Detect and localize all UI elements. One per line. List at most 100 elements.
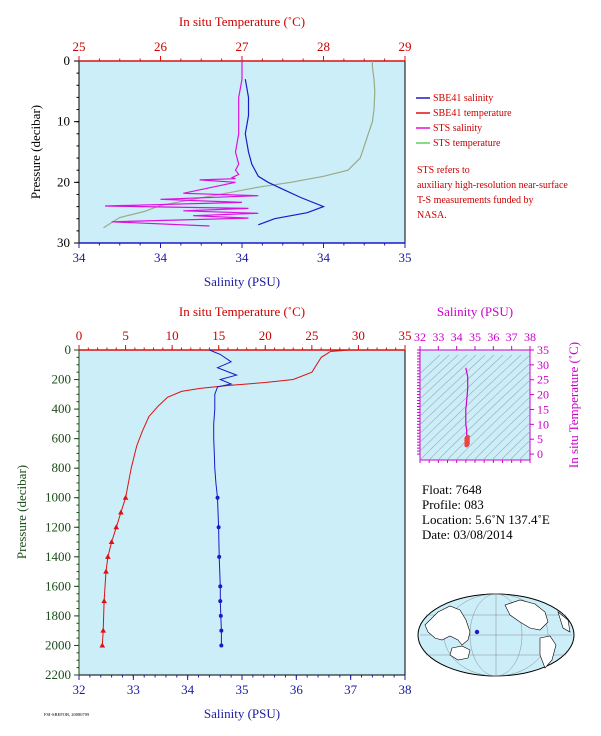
main-series-salinity [209,349,239,646]
location: Location: 5.6˚N 137.4˚E [422,512,550,527]
ts-contour-line [482,413,530,460]
main-temp-tick-label: 10 [166,328,179,343]
top-sal-tick-label: 34 [73,250,87,265]
ts-salinity-axis-title: Salinity (PSU) [437,304,513,319]
top-series-sts-temperature [103,61,376,229]
main-pressure-tick-label: 1200 [45,519,71,534]
top-pressure-tick-label: 30 [57,235,70,250]
main-temp-tick-label: 30 [352,328,365,343]
top-temperature-axis-title: In situ Temperature (˚C) [179,14,305,29]
salinity-marker [219,628,224,633]
main-plot-area [78,349,406,676]
top-temp-tick-label: 25 [73,39,86,54]
legend-label-sbe41-temperature: SBE41 temperature [433,108,512,119]
ts-temperature-axis-title: In situ Temperature (˚C) [566,342,581,468]
salinity-marker [218,584,223,589]
ts-contour-line [473,405,530,460]
ts-sal-tick-label: 33 [432,330,444,344]
main-panel-series [99,349,350,648]
top-sal-tick-label: 34 [317,250,331,265]
ts-temp-tick-label: 15 [537,402,549,416]
top-pressure-tick-label: 20 [57,174,70,189]
sts-note-line-1: STS refers to [417,165,470,176]
main-temp-tick-label: 25 [305,328,318,343]
legend-label-sts-temperature: STS temperature [433,138,501,149]
main-pressure-tick-label: 800 [52,460,72,475]
salinity-marker [217,554,222,559]
main-sal-tick-label: 38 [399,682,412,697]
ts-contour-line [437,371,530,460]
temperature-marker [100,627,107,633]
main-sal-tick-label: 32 [73,682,86,697]
ts-series [464,367,470,448]
ts-sal-tick-label: 35 [469,330,481,344]
main-sal-tick-label: 37 [344,682,358,697]
temperature-marker [101,598,107,604]
main-pressure-tick-label: 200 [52,372,72,387]
ts-contour-line [464,396,530,460]
salinity-marker [215,495,220,500]
main-pressure-tick-label: 1800 [45,608,71,623]
legend-label-sts-salinity: STS salinity [433,123,482,134]
top-temp-tick-label: 28 [317,39,330,54]
world-map [417,593,575,677]
ts-contour-line [420,354,450,383]
ts-temp-tick-label: 20 [537,388,549,402]
main-temp-tick-label: 20 [259,328,272,343]
main-pressure-tick-label: 1000 [45,490,71,505]
ts-contour-line [509,439,530,460]
sts-note-line-4: NASA. [417,210,447,221]
ts-sal-tick-label: 38 [524,330,536,344]
top-temp-tick-label: 29 [399,39,412,54]
sts-note-line-2: auxiliary high-resolution near-surface [417,180,568,191]
main-temp-tick-label: 35 [399,328,412,343]
temperature-marker [113,524,120,530]
ts-temp-tick-label: 30 [537,358,549,372]
top-pressure-tick-label: 0 [64,53,71,68]
temperature-marker [118,509,124,515]
temperature-marker [103,568,109,574]
asia-landmass [424,605,471,646]
ts-contour-line [420,354,513,443]
main-pressure-axis-title: Pressure (decibar) [14,465,29,559]
main-temp-tick-label: 15 [212,328,225,343]
salinity-marker [216,525,221,530]
salinity-marker [218,613,223,618]
float-location-marker [474,629,480,635]
map-continents [424,599,571,669]
ts-contour-line [420,354,495,426]
main-temp-tick-label: 0 [76,328,83,343]
ts-sal-tick-label: 36 [487,330,499,344]
main-series-temperature [101,349,350,646]
legend-label-sbe41-salinity: SBE41 salinity [433,93,493,104]
footer-code: FSI-SBEFOB, 20080709 [44,712,90,718]
main-pressure-tick-label: 600 [52,431,72,446]
ts-temp-tick-label: 35 [537,343,549,357]
ts-density-contours [420,354,530,460]
main-pressure-tick-label: 2200 [45,667,71,682]
main-pressure-tick-label: 1600 [45,578,71,593]
temperature-marker [99,642,106,648]
ts-contour-line [420,354,530,460]
ts-contour-line [455,388,530,460]
top-sal-tick-label: 34 [236,250,250,265]
ts-contour-line [420,354,522,452]
ts-temp-tick-label: 25 [537,373,549,387]
main-pressure-tick-label: 0 [65,342,72,357]
main-sal-tick-label: 35 [236,682,249,697]
south-america-landmass [539,635,557,669]
top-panel-ticks: 25 26 27 28 29 34 34 34 34 35 0 10 20 30 [57,39,412,265]
main-salinity-axis-title: Salinity (PSU) [204,706,280,721]
temperature-marker [108,539,115,545]
temperature-marker [105,553,111,559]
profile-number: Profile: 083 [422,497,484,512]
ts-contour-line [420,354,459,391]
australia-landmass [449,645,471,661]
top-series-sbe41-salinity [244,79,326,226]
top-temp-tick-label: 27 [236,39,250,54]
top-temp-tick-label: 26 [154,39,168,54]
ts-contour-line [491,422,530,460]
ts-temp-tick-label: 5 [537,432,543,446]
ts-contour-line [428,362,530,460]
